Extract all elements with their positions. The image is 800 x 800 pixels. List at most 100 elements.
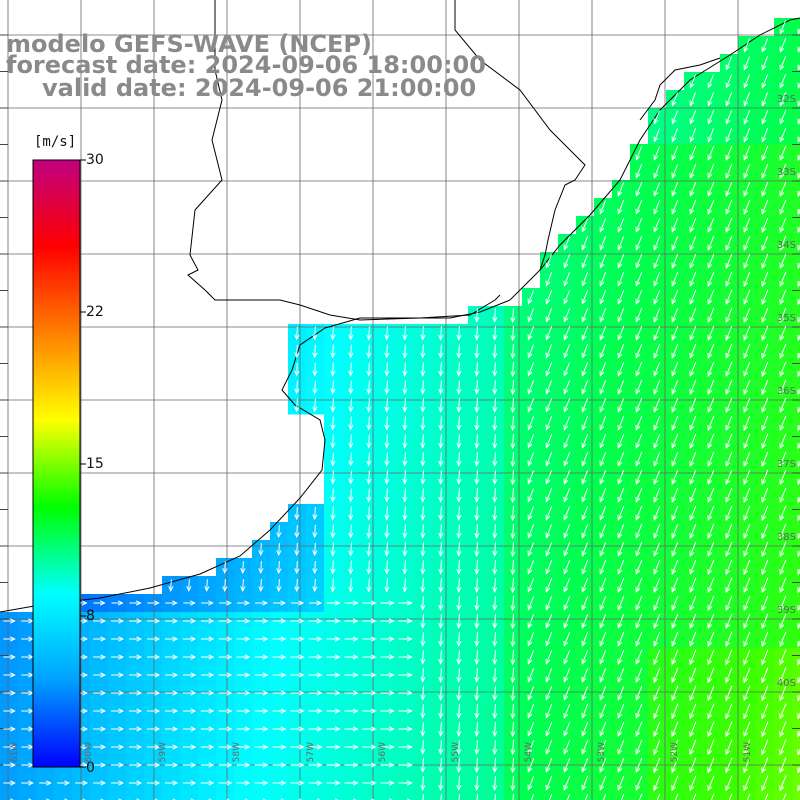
wind-arrow-shaft xyxy=(581,488,589,502)
wind-arrow xyxy=(761,469,769,486)
wind-arrow-head xyxy=(384,586,390,593)
wind-arrow-shaft xyxy=(386,470,388,484)
wind-arrow xyxy=(254,726,269,732)
wind-arrow-head xyxy=(743,190,749,197)
wind-arrow xyxy=(725,379,733,396)
wind-arrow xyxy=(725,451,733,468)
wind-arrow-shaft xyxy=(743,163,751,179)
wind-arrow-shaft xyxy=(278,561,280,573)
wind-arrow xyxy=(366,362,372,377)
wind-arrow-shaft xyxy=(743,379,751,395)
wind-arrow xyxy=(236,762,251,768)
wind-arrow xyxy=(93,672,107,678)
wind-arrow-head xyxy=(671,262,677,269)
wind-arrow xyxy=(362,672,377,678)
wind-arrow xyxy=(146,654,161,660)
wind-arrow xyxy=(617,290,625,305)
wind-arrow-shaft xyxy=(386,452,388,466)
wind-arrow xyxy=(384,326,390,341)
wind-arrow xyxy=(653,308,661,323)
wind-arrow xyxy=(492,740,498,755)
wind-arrow-head xyxy=(100,654,107,660)
wind-arrow-head xyxy=(743,605,749,612)
wind-arrow xyxy=(438,632,444,647)
wind-arrow-head xyxy=(438,604,444,611)
wind-arrow-shaft xyxy=(581,776,589,790)
wind-arrow xyxy=(707,325,715,341)
wind-arrow-shaft xyxy=(707,559,715,575)
wind-arrow-shaft xyxy=(689,307,697,323)
wind-arrow-shaft xyxy=(797,244,800,251)
wind-arrow-shaft xyxy=(440,776,442,790)
wind-arrow-head xyxy=(136,726,143,732)
wind-arrow-head xyxy=(725,100,731,107)
wind-arrow-head xyxy=(653,731,659,738)
wind-arrow xyxy=(689,469,697,485)
wind-arrow-head xyxy=(617,640,623,647)
wind-arrow xyxy=(272,690,287,696)
wind-arrow-shaft xyxy=(563,542,571,556)
wind-arrow xyxy=(743,145,751,161)
wind-arrow-shaft xyxy=(797,766,800,773)
wind-arrow-head xyxy=(244,618,251,624)
wind-arrow-shaft xyxy=(707,92,715,106)
wind-arrow-head xyxy=(761,46,767,53)
wind-arrow-head xyxy=(761,64,767,71)
wind-arrow-shaft xyxy=(563,398,571,412)
wind-arrow-shaft xyxy=(512,739,514,755)
wind-arrow xyxy=(362,780,377,786)
wind-arrow-shaft xyxy=(779,110,787,124)
wind-arrow-shaft xyxy=(599,650,607,664)
wind-arrow-head xyxy=(118,708,125,714)
wind-arrow-head xyxy=(779,713,785,720)
wind-arrow xyxy=(725,595,733,612)
wind-arrow xyxy=(656,793,661,800)
wind-arrow-head xyxy=(545,316,551,323)
speed-cell xyxy=(36,792,55,800)
wind-arrow xyxy=(725,433,733,450)
wind-arrow-shaft xyxy=(635,452,643,466)
wind-arrow xyxy=(617,542,625,557)
wind-arrow xyxy=(689,343,697,359)
wind-arrow xyxy=(438,524,444,539)
lat-label: 35S xyxy=(776,313,796,324)
wind-arrow xyxy=(779,703,787,720)
wind-arrow-head xyxy=(402,370,408,377)
wind-arrow xyxy=(330,326,336,341)
wind-arrow-head xyxy=(82,672,89,678)
wind-arrow xyxy=(599,434,607,449)
wind-arrow xyxy=(168,579,174,592)
wind-arrow-shaft xyxy=(512,379,514,395)
wind-arrow xyxy=(761,307,769,324)
wind-arrow xyxy=(617,200,625,215)
wind-arrow-head xyxy=(599,748,605,755)
lon-label: 54W xyxy=(524,742,534,763)
wind-arrow-head xyxy=(82,708,89,714)
wind-arrow xyxy=(438,776,444,791)
wind-arrow-shaft xyxy=(689,289,697,305)
wind-arrow-shaft xyxy=(314,344,316,358)
speed-cell xyxy=(396,792,415,800)
wind-arrow xyxy=(291,600,305,606)
wind-arrow xyxy=(671,757,679,774)
wind-arrow-head xyxy=(671,731,677,738)
speed-cell xyxy=(360,792,379,800)
wind-arrow xyxy=(563,308,571,323)
wind-arrow-head xyxy=(689,100,695,107)
wind-arrow xyxy=(312,344,318,359)
wind-arrow xyxy=(438,758,444,773)
wind-arrow xyxy=(276,561,282,575)
wind-arrow-head xyxy=(671,154,677,161)
wind-arrow-head xyxy=(617,514,623,521)
lagoon-outline xyxy=(639,57,721,121)
wind-arrow xyxy=(797,784,800,792)
wind-arrow xyxy=(326,780,341,786)
wind-arrow-shaft xyxy=(689,361,697,377)
wind-arrow xyxy=(362,762,377,768)
wind-arrow xyxy=(545,632,553,647)
wind-arrow-shaft xyxy=(599,560,607,574)
wind-arrow xyxy=(671,164,679,179)
wind-arrow xyxy=(653,757,661,774)
wind-arrow-shaft xyxy=(779,649,787,665)
wind-arrow xyxy=(797,730,800,738)
